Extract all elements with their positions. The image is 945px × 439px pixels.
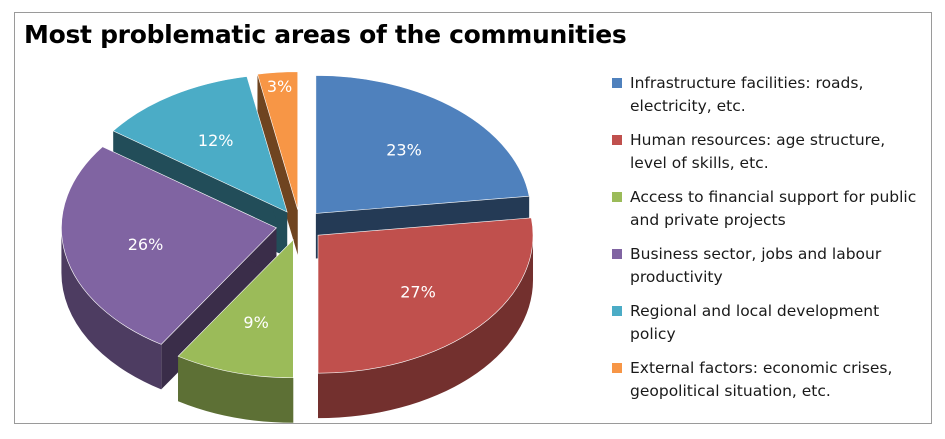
- pie-slice: [177, 239, 294, 379]
- pie-tops: [61, 71, 534, 379]
- slice-side: [178, 356, 294, 423]
- pie-slice: [257, 71, 299, 210]
- legend-label: Regional and local development policy: [630, 302, 880, 343]
- legend-swatch: [612, 78, 622, 88]
- legend-item: Infrastructure facilities: roads, electr…: [612, 72, 932, 129]
- slice-label: 12%: [198, 131, 234, 150]
- slice-label: 26%: [128, 235, 164, 254]
- legend-swatch: [612, 135, 622, 145]
- legend-label: Human resources: age structure, level of…: [630, 131, 886, 172]
- legend-swatch: [612, 363, 622, 373]
- legend-label: Access to financial support for public a…: [630, 188, 917, 229]
- legend: Infrastructure facilities: roads, electr…: [612, 72, 932, 414]
- legend-swatch: [612, 249, 622, 259]
- slice-wall: [257, 74, 298, 255]
- legend-swatch: [612, 192, 622, 202]
- legend-swatch: [612, 306, 622, 316]
- legend-label: Infrastructure facilities: roads, electr…: [630, 74, 864, 115]
- pie-slice: [317, 217, 534, 374]
- pie-slice: [315, 75, 530, 214]
- pie-slice: [61, 146, 277, 345]
- slice-side: [61, 227, 162, 390]
- slice-label: 23%: [386, 140, 422, 159]
- legend-label: External factors: economic crises, geopo…: [630, 359, 893, 400]
- slice-side: [318, 235, 534, 419]
- slice-label: 3%: [267, 77, 292, 96]
- legend-item: Business sector, jobs and labour product…: [612, 243, 932, 300]
- pie-labels: 23% 27% 9% 26% 12% 3%: [128, 77, 436, 332]
- legend-item: External factors: economic crises, geopo…: [612, 357, 932, 414]
- slice-label: 27%: [400, 283, 436, 302]
- legend-label: Business sector, jobs and labour product…: [630, 245, 882, 286]
- slice-label: 9%: [243, 313, 268, 332]
- pie-slice: [112, 76, 288, 213]
- legend-item: Human resources: age structure, level of…: [612, 129, 932, 186]
- legend-item: Regional and local development policy: [612, 300, 932, 357]
- legend-item: Access to financial support for public a…: [612, 186, 932, 243]
- chart-title: Most problematic areas of the communitie…: [24, 20, 627, 49]
